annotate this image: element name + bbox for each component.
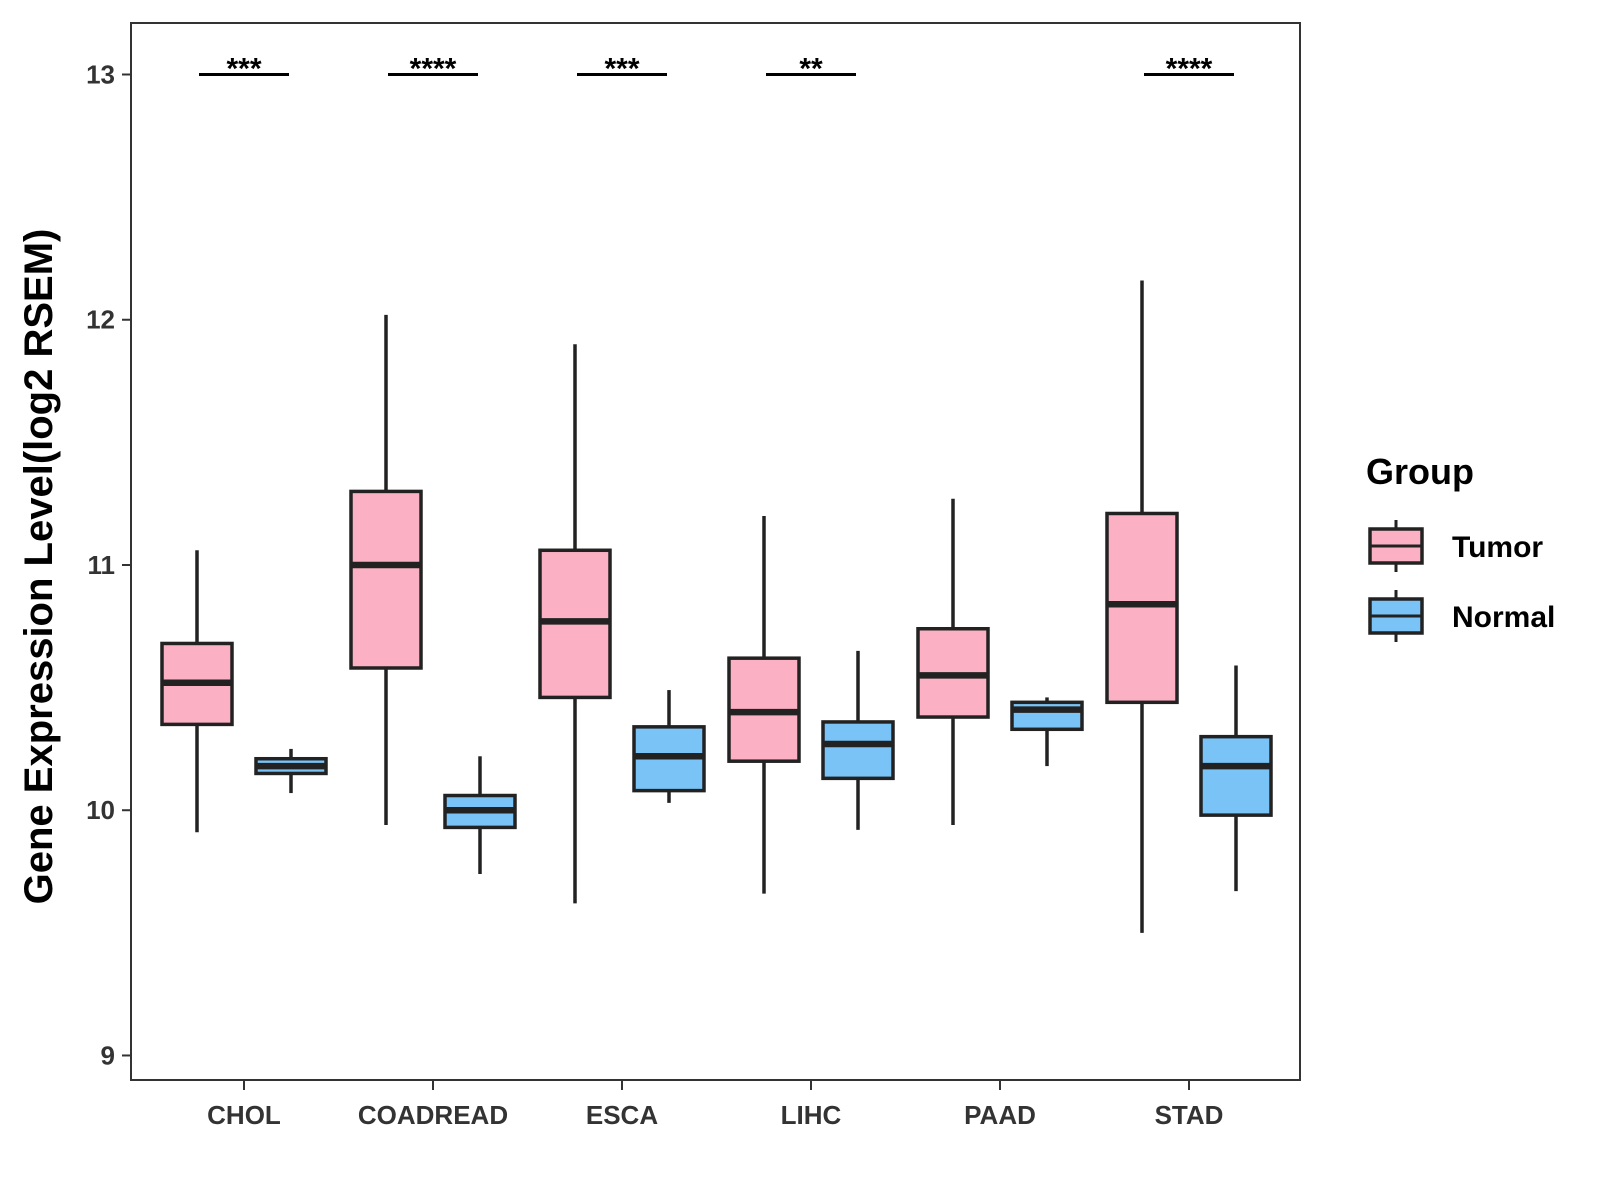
legend-key-tumor: [1368, 520, 1424, 572]
box-tumor-chol: [160, 550, 234, 833]
significance-label: ***: [604, 53, 639, 86]
box-body: [1105, 511, 1179, 705]
box-normal-paad: [1010, 697, 1084, 767]
significance-label: ****: [410, 53, 457, 86]
y-tick-label: 9: [101, 1040, 115, 1070]
box-normal-esca: [632, 690, 706, 803]
significance-label: ***: [226, 53, 261, 86]
y-tick-label: 13: [86, 60, 115, 90]
legend-title: Group: [1366, 451, 1474, 492]
y-tick-label: 11: [88, 550, 116, 580]
legend-label-tumor: Tumor: [1452, 531, 1543, 564]
significance-label: ****: [1166, 53, 1213, 86]
y-axis-title: Gene Expression Level(log2 RSEM): [17, 229, 61, 905]
box-body: [821, 720, 895, 781]
box-normal-chol: [254, 748, 328, 794]
box-body: [349, 489, 423, 670]
x-tick-label: ESCA: [586, 1100, 658, 1130]
plot-area: *** **** *** ** ****: [160, 53, 1273, 933]
x-tick-label: PAAD: [964, 1100, 1036, 1130]
plot-panel-border: [130, 22, 1301, 1081]
x-tick-label: STAD: [1155, 1100, 1224, 1130]
box-normal-lihc: [821, 650, 895, 830]
box-body: [1010, 700, 1084, 732]
box-tumor-paad: [916, 498, 990, 825]
x-tick-label: CHOL: [207, 1100, 281, 1130]
box-tumor-esca: [538, 344, 612, 904]
box-tumor-lihc: [727, 515, 801, 894]
legend-key-normal: [1368, 590, 1424, 642]
box-tumor-stad: [1105, 280, 1179, 933]
box-normal-stad: [1199, 665, 1273, 892]
legend-label-normal: Normal: [1452, 601, 1555, 634]
legend: Group Tumor Normal: [1366, 451, 1555, 642]
axes: 9 10 11 12 13 CHOL COADREAD ESCA LIHC PAAD STAD Gen…: [17, 22, 1301, 1130]
box-tumor-coadread: [349, 314, 423, 825]
y-tick-label: 10: [86, 795, 115, 825]
y-tick-label: 12: [86, 305, 115, 335]
x-tick-label: COADREAD: [358, 1100, 508, 1130]
x-tick-label: LIHC: [781, 1100, 842, 1130]
box-normal-coadread: [443, 756, 517, 874]
box-body: [1199, 734, 1273, 817]
significance-label: **: [799, 53, 823, 86]
